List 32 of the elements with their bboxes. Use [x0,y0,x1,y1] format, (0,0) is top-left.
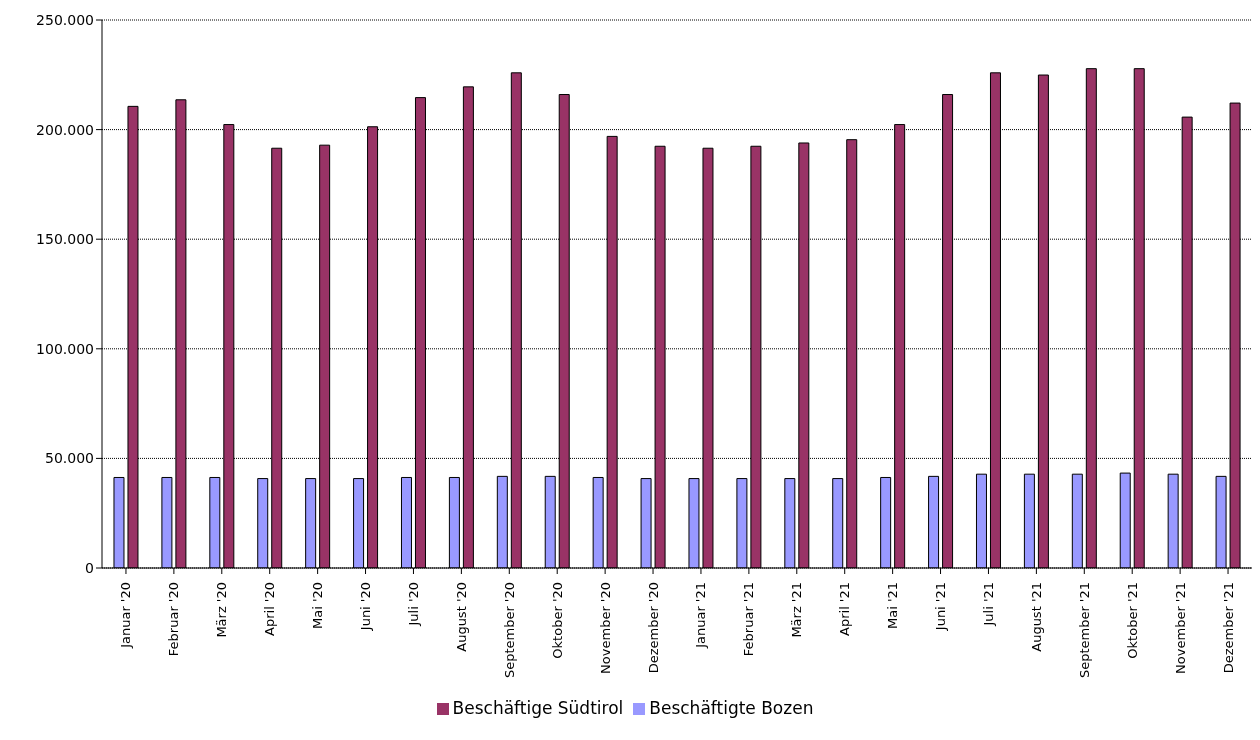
x-tick-label: September '20 [501,582,517,679]
x-tick-label: April '21 [837,582,853,636]
x-tick-label: August '21 [1028,582,1044,652]
x-tick-label: Dezember '21 [1220,582,1236,674]
x-tick-label: November '20 [597,582,613,674]
y-tick-label: 0 [85,559,94,576]
x-tick-label: Januar '20 [118,582,134,649]
x-tick-label: August '20 [453,582,469,652]
x-tick-label: Februar '21 [741,582,757,657]
x-tick-label: Juli '20 [405,582,421,627]
y-tick-label: 150.000 [36,231,94,248]
x-tick-label: Juni '20 [358,582,374,632]
x-tick-label: Oktober '21 [1124,582,1140,659]
x-tick-label: Juli '21 [980,582,996,627]
x-tick-label: Mai '20 [310,582,326,630]
y-tick-label: 200.000 [36,121,94,138]
y-tick-label: 100.000 [36,340,94,357]
x-tick-label: September '21 [1076,582,1092,679]
x-tick-label: Oktober '20 [549,582,565,659]
x-tick-label: Januar '21 [693,582,709,649]
y-tick-label: 50.000 [45,450,94,467]
x-tick-label: Mai '21 [885,582,901,630]
legend-label: Beschäftige Südtirol [452,698,624,718]
x-tick-label: Dezember '20 [645,582,661,674]
x-tick-label: April '20 [262,582,278,636]
legend-label: Beschäftigte Bozen [649,698,814,718]
y-tick-label: 250.000 [36,11,94,28]
x-tick-label: Juni '21 [933,582,949,632]
x-tick-label: März '21 [789,582,805,638]
x-tick-label: März '20 [214,582,230,638]
x-tick-label: Februar '20 [166,582,182,657]
x-tick-label: November '21 [1172,582,1188,674]
